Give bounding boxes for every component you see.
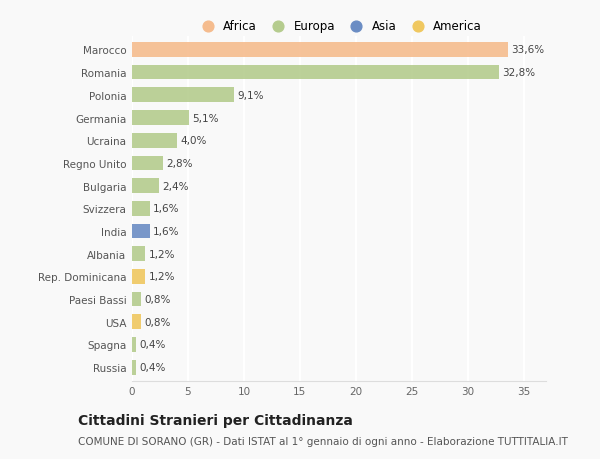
- Bar: [132, 337, 136, 352]
- Text: 33,6%: 33,6%: [511, 45, 544, 55]
- Bar: [132, 111, 189, 126]
- Text: 1,6%: 1,6%: [153, 226, 180, 236]
- Text: 1,6%: 1,6%: [153, 204, 180, 214]
- Bar: [132, 292, 141, 307]
- Bar: [132, 315, 141, 330]
- Text: 2,4%: 2,4%: [162, 181, 189, 191]
- Text: 32,8%: 32,8%: [502, 68, 535, 78]
- Text: 1,2%: 1,2%: [149, 272, 175, 282]
- Bar: [132, 66, 499, 80]
- Bar: [132, 202, 150, 216]
- Bar: [132, 360, 136, 375]
- Text: 0,8%: 0,8%: [145, 294, 170, 304]
- Bar: [132, 43, 508, 58]
- Text: 1,2%: 1,2%: [149, 249, 175, 259]
- Text: 4,0%: 4,0%: [180, 136, 206, 146]
- Legend: Africa, Europa, Asia, America: Africa, Europa, Asia, America: [193, 17, 485, 37]
- Bar: [132, 179, 159, 194]
- Text: Cittadini Stranieri per Cittadinanza: Cittadini Stranieri per Cittadinanza: [78, 414, 353, 428]
- Text: COMUNE DI SORANO (GR) - Dati ISTAT al 1° gennaio di ogni anno - Elaborazione TUT: COMUNE DI SORANO (GR) - Dati ISTAT al 1°…: [78, 437, 568, 446]
- Text: 0,4%: 0,4%: [140, 363, 166, 372]
- Text: 2,8%: 2,8%: [167, 158, 193, 168]
- Bar: [132, 156, 163, 171]
- Bar: [132, 134, 177, 148]
- Bar: [132, 269, 145, 284]
- Bar: [132, 224, 150, 239]
- Bar: [132, 247, 145, 262]
- Bar: [132, 88, 234, 103]
- Text: 0,8%: 0,8%: [145, 317, 170, 327]
- Text: 5,1%: 5,1%: [193, 113, 219, 123]
- Text: 0,4%: 0,4%: [140, 340, 166, 350]
- Text: 9,1%: 9,1%: [237, 90, 263, 101]
